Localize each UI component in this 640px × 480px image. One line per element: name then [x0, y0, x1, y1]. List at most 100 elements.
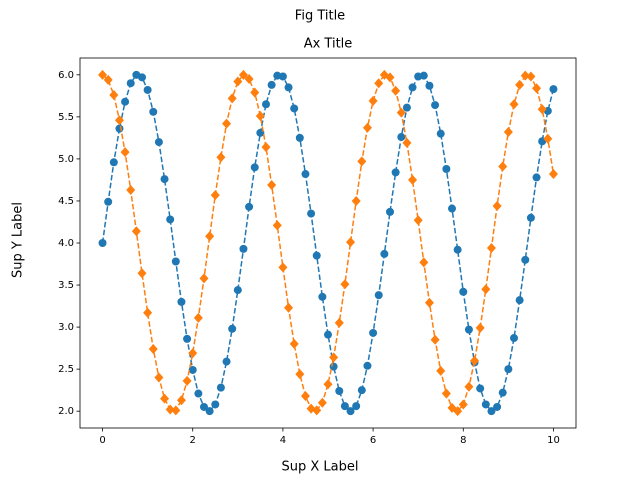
diamond-marker — [295, 369, 305, 380]
circle-marker — [171, 257, 180, 266]
circle-marker — [301, 170, 310, 179]
circle-marker — [222, 357, 231, 366]
circle-marker — [183, 334, 192, 343]
circle-marker — [436, 129, 445, 138]
diamond-marker — [300, 391, 310, 402]
diamond-marker — [233, 76, 243, 87]
circle-marker — [357, 386, 366, 395]
circle-marker — [233, 286, 242, 295]
diamond-marker — [261, 142, 271, 153]
circle-marker — [425, 81, 434, 90]
circle-marker — [262, 100, 270, 109]
circle-marker — [177, 297, 186, 306]
circle-marker — [295, 133, 304, 142]
diamond-marker — [526, 71, 536, 82]
diamond-marker — [351, 195, 361, 206]
circle-marker — [115, 124, 124, 133]
diamond-marker — [137, 268, 147, 279]
diamond-marker — [312, 405, 322, 416]
diamond-marker — [537, 104, 547, 115]
circle-marker — [386, 207, 394, 216]
circle-marker — [284, 83, 293, 92]
circle-marker — [340, 402, 349, 411]
diamond-marker — [475, 322, 485, 333]
diamond-marker — [503, 127, 513, 137]
diamond-marker — [329, 352, 339, 363]
circle-marker — [504, 365, 513, 374]
circle-marker — [166, 215, 175, 224]
circle-marker — [138, 73, 146, 82]
circle-marker — [160, 175, 169, 184]
circle-marker — [211, 400, 220, 409]
circle-marker — [307, 209, 316, 218]
diamond-marker — [210, 190, 220, 201]
diamond-marker — [272, 220, 282, 231]
x-tick-label: 2 — [190, 435, 196, 446]
diamond-marker — [126, 185, 136, 196]
y-axis-label: Sup Y Label — [11, 202, 26, 278]
circle-marker — [121, 97, 130, 106]
circle-marker — [391, 168, 400, 177]
diamond-marker — [419, 257, 429, 268]
circle-marker — [278, 72, 287, 81]
figure-title: Fig Title — [295, 9, 345, 24]
circle-marker — [324, 330, 332, 339]
diamond-marker — [362, 122, 372, 133]
diamond-marker — [182, 375, 192, 386]
diamond-marker — [98, 69, 108, 80]
diamond-marker — [199, 273, 209, 284]
circle-marker — [369, 328, 378, 337]
circle-marker — [515, 296, 524, 305]
diamond-marker — [284, 302, 294, 313]
series-line — [102, 73, 555, 413]
circle-marker — [442, 165, 451, 173]
diamond-marker — [222, 118, 232, 129]
diamond-marker — [441, 388, 451, 399]
diamond-marker — [109, 90, 119, 100]
circle-marker — [549, 85, 558, 94]
circle-marker — [149, 107, 158, 116]
diamond-marker — [227, 93, 237, 104]
y-tick-label: 3.0 — [58, 322, 74, 333]
diamond-marker — [509, 99, 519, 110]
diamond-marker — [216, 152, 226, 163]
y-tick-label: 3.5 — [58, 280, 74, 291]
circle-marker — [493, 402, 502, 411]
diamond-marker — [424, 297, 434, 308]
diamond-marker — [408, 174, 418, 185]
circle-marker — [290, 104, 299, 113]
diamond-marker — [238, 69, 248, 80]
diamond-marker — [543, 133, 553, 144]
x-tick-label: 0 — [99, 435, 105, 446]
circle-marker — [109, 158, 118, 167]
diamond-marker — [520, 70, 530, 81]
circle-marker — [397, 133, 406, 142]
diamond-marker — [464, 381, 474, 392]
circle-marker — [188, 365, 197, 374]
diamond-marker — [470, 355, 480, 366]
diamond-marker — [515, 79, 525, 90]
diamond-marker — [323, 379, 333, 390]
circle-marker — [143, 85, 152, 94]
diamond-marker — [131, 226, 141, 237]
diamond-marker — [165, 404, 175, 415]
diamond-marker — [492, 201, 502, 211]
series-line — [101, 73, 555, 413]
y-tick-label: 6.0 — [58, 70, 74, 81]
circle-marker — [448, 204, 456, 213]
diamond-marker — [289, 338, 299, 349]
circle-marker — [104, 197, 113, 206]
diamond-marker — [532, 83, 542, 94]
circle-marker — [98, 239, 107, 247]
diamond-marker — [317, 397, 327, 408]
diamond-marker — [103, 74, 113, 85]
diamond-marker — [385, 72, 395, 83]
circle-marker — [402, 103, 411, 112]
circle-marker — [476, 384, 485, 393]
circle-marker — [408, 83, 417, 92]
diamond-marker — [176, 395, 186, 406]
y-tick-label: 5.5 — [58, 112, 74, 123]
diamond-marker — [357, 156, 367, 167]
circle-marker — [498, 388, 507, 397]
